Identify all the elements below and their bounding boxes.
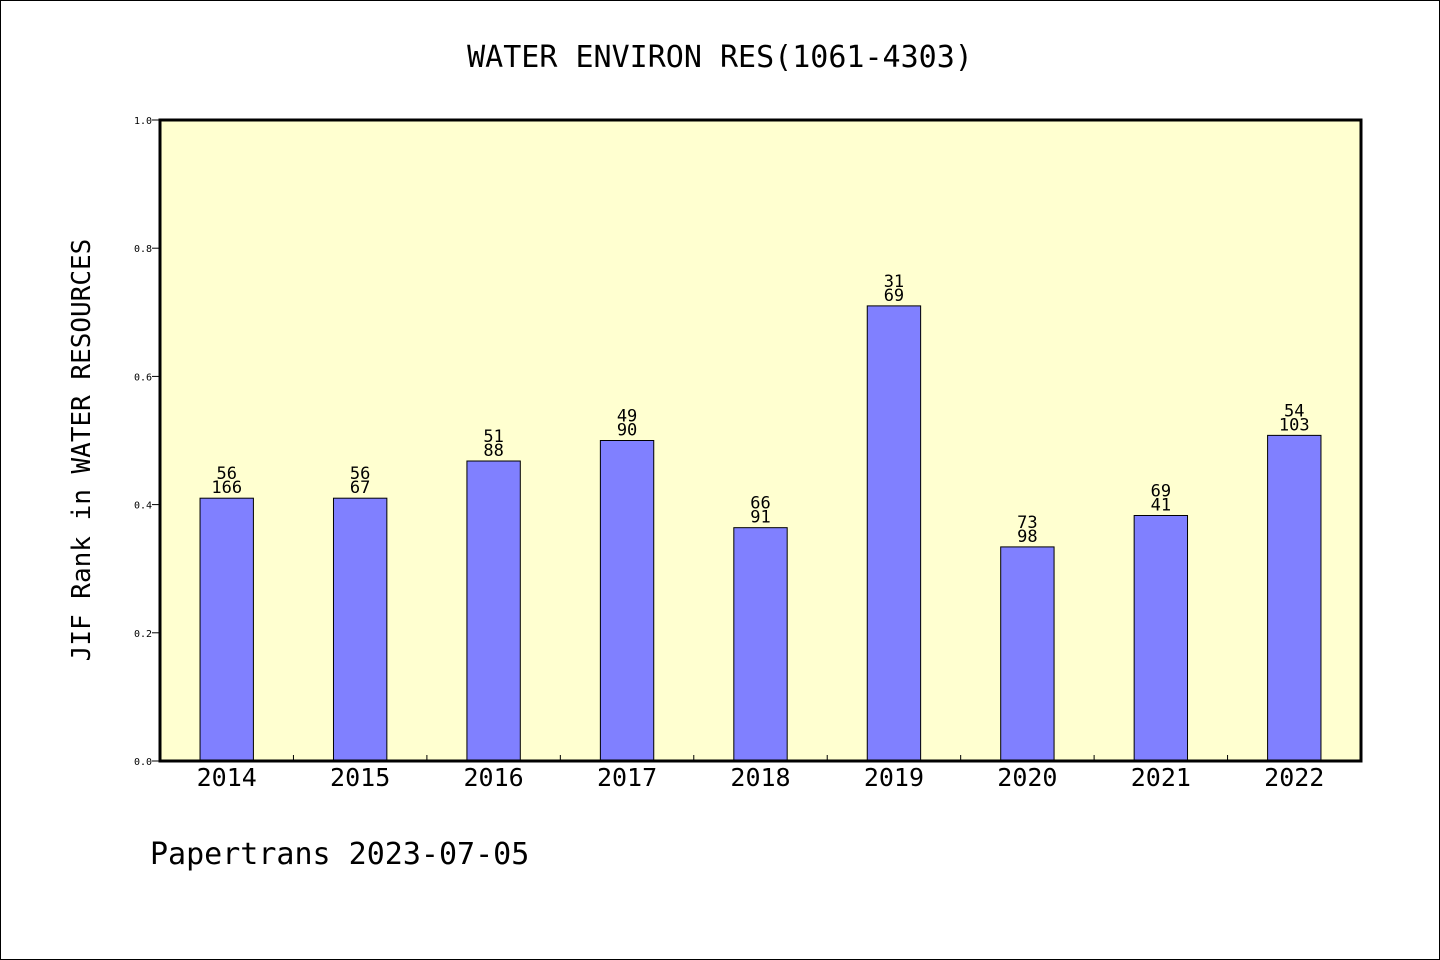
bar-2017 bbox=[599, 440, 655, 762]
bar-2018 bbox=[733, 527, 788, 762]
bar-label-total: 69 bbox=[884, 286, 904, 306]
bar-label-total: 166 bbox=[211, 478, 242, 498]
y-axis: 0.0 0.2 0.4 0.6 0.8 1.0 bbox=[134, 116, 160, 768]
bar-label-total: 103 bbox=[1279, 415, 1310, 435]
x-tick-label: 2018 bbox=[730, 763, 790, 792]
x-tick-label: 2014 bbox=[197, 763, 257, 792]
footer-text: Papertrans 2023-07-05 bbox=[150, 837, 529, 872]
chart-title: WATER ENVIRON RES(1061-4303) bbox=[467, 40, 973, 75]
y-tick-label: 1.0 bbox=[134, 116, 152, 127]
x-tick-label: 2015 bbox=[330, 763, 390, 792]
bar-2022 bbox=[1267, 434, 1322, 762]
y-axis-label: JIF Rank in WATER RESOURCES bbox=[67, 239, 97, 662]
bar-label-rank: 51 bbox=[483, 427, 503, 447]
y-tick-label: 0.0 bbox=[134, 757, 152, 768]
bar-2014 bbox=[199, 497, 254, 762]
bar-label-total: 88 bbox=[483, 441, 503, 461]
x-tick-label: 2022 bbox=[1264, 763, 1324, 792]
bar-2020 bbox=[1000, 546, 1055, 762]
y-tick-label: 0.8 bbox=[134, 244, 152, 255]
bar-label-total: 91 bbox=[750, 508, 770, 528]
y-tick-label: 0.6 bbox=[134, 372, 152, 383]
bar-label-total: 67 bbox=[350, 478, 370, 498]
plot-border bbox=[158, 118, 1363, 763]
x-tick-label: 2020 bbox=[997, 763, 1057, 792]
y-tick-label: 0.4 bbox=[134, 501, 152, 512]
bar-label-rank: 66 bbox=[750, 494, 770, 514]
bar-label-total: 41 bbox=[1151, 495, 1171, 515]
bar-label-rank: 54 bbox=[1284, 401, 1304, 421]
bar-2021 bbox=[1133, 514, 1189, 762]
bar-series bbox=[199, 305, 1322, 762]
bar-label-rank: 69 bbox=[1151, 481, 1171, 501]
y-tick-label: 0.2 bbox=[134, 629, 152, 640]
bar-2019 bbox=[866, 305, 922, 762]
x-tick-label: 2016 bbox=[464, 763, 524, 792]
bar-label-rank: 31 bbox=[884, 272, 904, 292]
bar-2015 bbox=[332, 497, 388, 762]
x-tick-label: 2019 bbox=[864, 763, 924, 792]
bar-2016 bbox=[466, 460, 521, 762]
x-axis: 2014 2015 2016 2017 2018 2019 2020 2021 2022 bbox=[197, 755, 1324, 792]
bar-label-rank: 56 bbox=[350, 464, 370, 484]
bar-label-rank: 56 bbox=[216, 464, 236, 484]
bar-label-rank: 73 bbox=[1017, 513, 1037, 533]
bar-label-rank: 49 bbox=[617, 407, 637, 427]
bar-label-total: 98 bbox=[1017, 527, 1037, 547]
x-tick-label: 2021 bbox=[1131, 763, 1191, 792]
x-tick-label: 2017 bbox=[597, 763, 657, 792]
bar-label-total: 90 bbox=[617, 421, 637, 441]
